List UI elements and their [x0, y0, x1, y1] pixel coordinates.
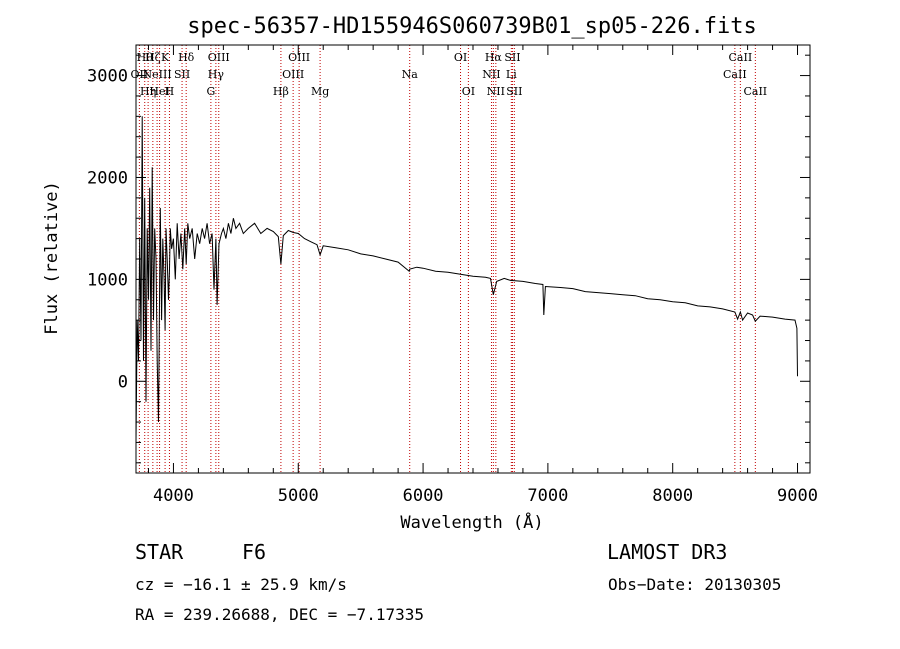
line-label-4: NeIII: [143, 68, 172, 81]
line-label-25: SII: [506, 85, 522, 98]
spectrum-line: [135, 116, 798, 443]
x-tick-label-5000: 5000: [278, 486, 319, 506]
line-label-23: Li: [506, 68, 517, 81]
line-label-24: SII: [504, 51, 520, 64]
x-tick-label-6000: 6000: [403, 486, 444, 506]
x-tick-label-8000: 8000: [652, 486, 693, 506]
line-label-15: OIII: [288, 51, 310, 64]
line-label-1: Hθ: [137, 51, 154, 64]
spectral-line-labels: OII Hθ Hη Hζ NeIII HeI K H SII Hδ G Hγ OIII Hβ OIII OII…: [131, 51, 768, 98]
x-tick-label-9000: 9000: [777, 486, 818, 506]
line-label-11: Hγ: [208, 68, 225, 81]
plot-frame: [135, 44, 811, 474]
line-label-19: OI: [462, 85, 475, 98]
y-axis-label: Flux (relative): [42, 181, 62, 335]
y-tick-label-3000: 3000: [87, 67, 128, 87]
line-label-22: NII: [487, 85, 505, 98]
line-label-5: HeI: [149, 85, 169, 98]
y-tick-label-0: 0: [118, 372, 128, 392]
line-label-21: Hα: [485, 51, 503, 64]
line-label-3: Hζ: [145, 51, 161, 64]
object-subclass: F6: [242, 540, 267, 564]
line-label-26: CaII: [723, 68, 747, 81]
y-tick-label-2000: 2000: [87, 168, 128, 188]
x-axis-label: Wavelength (Å): [400, 511, 543, 533]
line-label-12: OIII: [208, 51, 230, 64]
y-tick-label-1000: 1000: [87, 270, 128, 290]
object-class: STAR: [135, 540, 184, 564]
line-label-7: H: [165, 85, 175, 98]
survey-name: LAMOST DR3: [607, 540, 728, 564]
line-label-14: OIII: [282, 68, 304, 81]
line-label-27: CaII: [729, 51, 753, 64]
line-label-0: OII: [131, 68, 149, 81]
line-label-9: Hδ: [178, 51, 195, 64]
line-label-8: SII: [174, 68, 190, 81]
axis-tick-labels: 4000 5000 6000 7000 8000 9000 0 1000 2000 3000: [87, 67, 818, 506]
line-label-28: CaII: [743, 85, 767, 98]
x-tick-label-7000: 7000: [527, 486, 568, 506]
redshift-readout: cz = −16.1 ± 25.9 km/s: [135, 575, 347, 594]
x-tick-label-4000: 4000: [153, 486, 194, 506]
observation-date: Obs−Date: 20130305: [608, 575, 782, 594]
coordinates-readout: RA = 239.26688, DEC = −7.17335: [135, 605, 424, 624]
spectral-line-markers: [138, 45, 756, 473]
line-label-6: K: [161, 51, 170, 64]
line-label-10: G: [206, 85, 215, 98]
line-label-17: Na: [402, 68, 419, 81]
line-label-2: Hη: [140, 85, 156, 98]
axis-ticks: [136, 45, 810, 473]
chart-title: spec-56357-HD155946S060739B01_sp05-226.f…: [187, 14, 757, 39]
line-label-16: Mg: [311, 85, 329, 98]
line-label-20: NII: [482, 68, 500, 81]
line-label-18: OI: [454, 51, 467, 64]
line-label-13: Hβ: [273, 85, 289, 98]
